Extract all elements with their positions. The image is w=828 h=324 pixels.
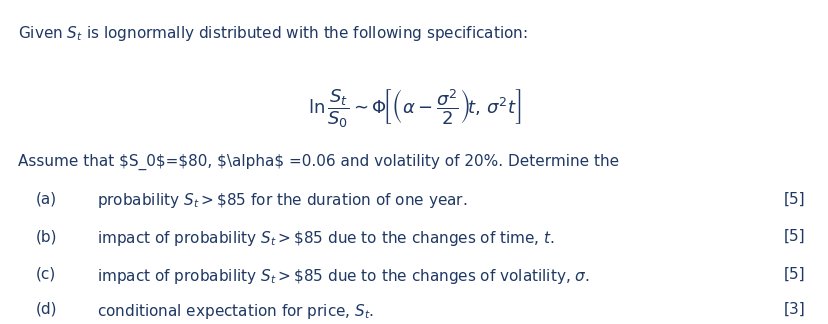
Text: [5]: [5] — [783, 229, 805, 244]
Text: Given $S_t$ is lognormally distributed with the following specification:: Given $S_t$ is lognormally distributed w… — [17, 24, 527, 43]
Text: (a): (a) — [36, 191, 57, 206]
Text: (d): (d) — [36, 302, 57, 317]
Text: [5]: [5] — [783, 267, 805, 282]
Text: impact of probability $S_t > \$85$ due to the changes of volatility, $\sigma$.: impact of probability $S_t > \$85$ due t… — [98, 267, 590, 286]
Text: impact of probability $S_t > \$85$ due to the changes of time, $t$.: impact of probability $S_t > \$85$ due t… — [98, 229, 555, 248]
Text: conditional expectation for price, $S_t$.: conditional expectation for price, $S_t$… — [98, 302, 374, 321]
Text: (c): (c) — [36, 267, 56, 282]
Text: [3]: [3] — [783, 302, 805, 317]
Text: probability $S_t > \$85$ for the duration of one year.: probability $S_t > \$85$ for the duratio… — [98, 191, 467, 211]
Text: (b): (b) — [36, 229, 57, 244]
Text: Assume that $S_0$=$80, $\alpha$ =0.06 and volatility of 20%. Determine the: Assume that $S_0$=$80, $\alpha$ =0.06 an… — [17, 154, 618, 170]
Text: $\mathrm{ln}\,\dfrac{S_t}{S_0} \sim \Phi\!\left[\left(\alpha - \dfrac{\sigma^2}{: $\mathrm{ln}\,\dfrac{S_t}{S_0} \sim \Phi… — [307, 87, 521, 129]
Text: [5]: [5] — [783, 191, 805, 206]
